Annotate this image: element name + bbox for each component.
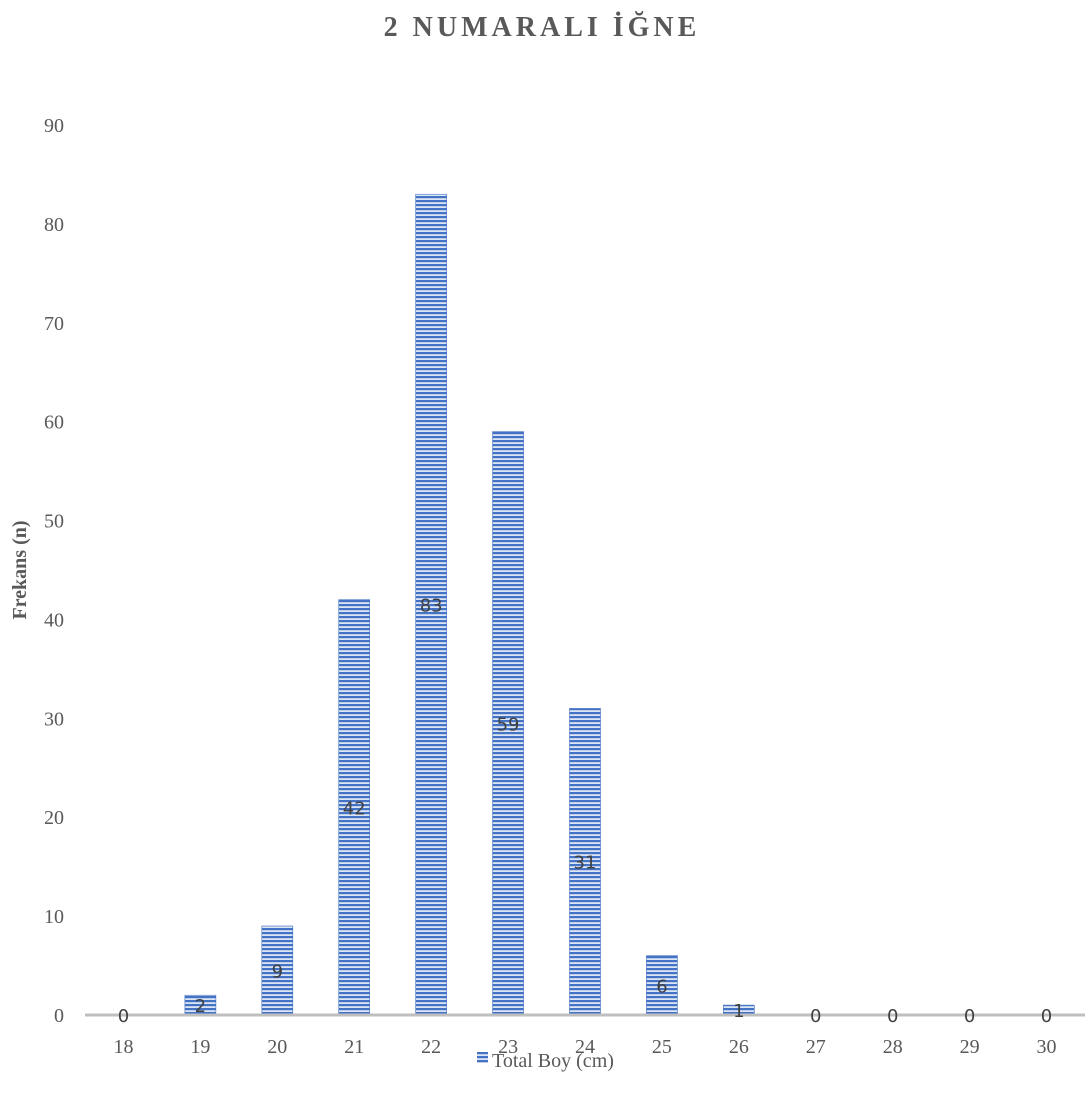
y-axis-ticks: 0 10 20 30 40 50 60 70 80 90 bbox=[44, 115, 64, 1027]
data-label: 0 bbox=[118, 1006, 129, 1027]
y-tick-label: 70 bbox=[44, 313, 64, 335]
bar bbox=[492, 431, 524, 1016]
data-label: 0 bbox=[964, 1006, 975, 1027]
data-label: 83 bbox=[420, 596, 443, 617]
data-label: 6 bbox=[656, 976, 667, 997]
data-label: 0 bbox=[887, 1006, 898, 1027]
y-tick-label: 10 bbox=[44, 906, 64, 928]
legend: Total Boy (cm) bbox=[477, 1050, 614, 1072]
x-tick-label: 18 bbox=[113, 1036, 133, 1058]
y-tick-label: 30 bbox=[44, 708, 64, 730]
bar-series bbox=[184, 193, 755, 1016]
x-tick-label: 30 bbox=[1037, 1036, 1057, 1058]
legend-label: Total Boy (cm) bbox=[492, 1050, 614, 1072]
bar bbox=[261, 925, 294, 1016]
data-label: 0 bbox=[1041, 1006, 1052, 1027]
chart-title: 2 NUMARALI İĞNE bbox=[384, 12, 701, 43]
x-tick-label: 19 bbox=[190, 1036, 210, 1058]
x-tick-label: 24 bbox=[575, 1036, 595, 1058]
y-tick-label: 0 bbox=[54, 1005, 64, 1027]
bar bbox=[338, 599, 371, 1016]
x-tick-label: 26 bbox=[729, 1036, 749, 1058]
y-tick-label: 80 bbox=[44, 214, 64, 236]
data-label: 1 bbox=[733, 1001, 744, 1022]
x-tick-label: 20 bbox=[267, 1036, 287, 1058]
x-tick-label: 23 bbox=[498, 1036, 518, 1058]
data-label: 2 bbox=[195, 996, 206, 1017]
y-tick-label: 60 bbox=[44, 412, 64, 434]
x-axis-ticks: 18 19 20 21 22 23 24 25 26 27 28 29 30 bbox=[113, 1036, 1056, 1058]
x-tick-label: 25 bbox=[652, 1036, 672, 1058]
data-labels: 0 2 9 42 83 59 31 6 1 0 0 0 0 bbox=[118, 596, 1053, 1027]
y-tick-label: 40 bbox=[44, 609, 64, 631]
x-tick-label: 27 bbox=[806, 1036, 826, 1058]
x-tick-label: 28 bbox=[883, 1036, 903, 1058]
y-axis-label: Frekans (n) bbox=[9, 520, 31, 619]
bar bbox=[415, 193, 447, 1016]
x-tick-label: 22 bbox=[421, 1036, 441, 1058]
legend-swatch bbox=[477, 1052, 488, 1063]
x-tick-label: 29 bbox=[960, 1036, 980, 1058]
data-label: 0 bbox=[810, 1006, 821, 1027]
x-tick-label: 21 bbox=[344, 1036, 364, 1058]
data-label: 9 bbox=[272, 962, 283, 983]
data-label: 42 bbox=[343, 798, 366, 819]
y-tick-label: 90 bbox=[44, 115, 64, 137]
data-label: 31 bbox=[574, 853, 597, 874]
y-tick-label: 20 bbox=[44, 807, 64, 829]
y-tick-label: 50 bbox=[44, 511, 64, 533]
data-label: 59 bbox=[497, 714, 520, 735]
